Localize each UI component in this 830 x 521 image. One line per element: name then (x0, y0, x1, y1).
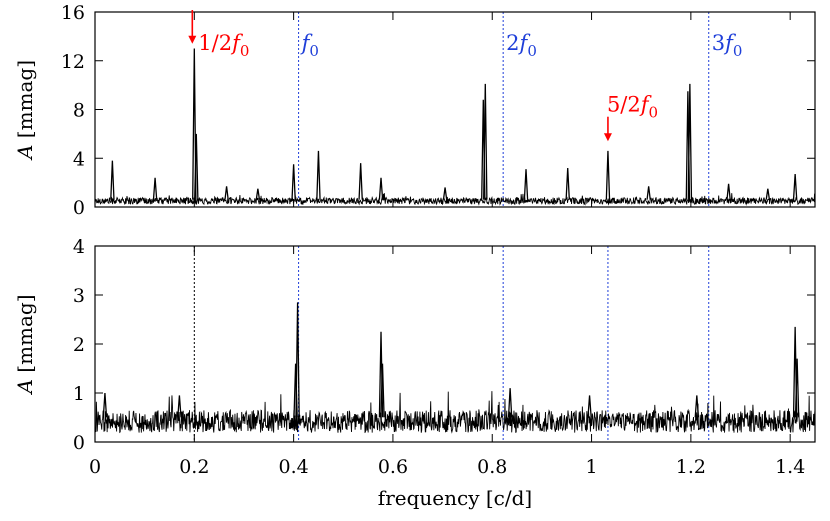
x-tick-label: 0.8 (477, 456, 507, 478)
annotation-arrow-head (188, 35, 197, 44)
harmonic-annotation-2: 2f0 (506, 31, 537, 60)
spectrum-noise (94, 391, 816, 434)
y-tick-label: 8 (73, 100, 85, 122)
spectrum-peak-3 (380, 363, 385, 418)
harmonic-annotation-4: 5/2f0 (607, 93, 658, 122)
spectrum-peak-4 (507, 388, 513, 418)
harmonic-annotation-3: 3f0 (712, 31, 743, 60)
annotation-arrow-head (603, 133, 612, 142)
y-tick-label: 0 (73, 197, 85, 219)
spectrum-peak-6 (291, 164, 296, 200)
x-tick-label: 1.2 (676, 456, 706, 478)
x-tick-label: 0.4 (279, 456, 309, 478)
y-tick-label: 4 (73, 236, 85, 258)
y-tick-label: 2 (73, 334, 85, 356)
top-panel: 0 4 8 12 16 A [mmag] 1/2f0 f0 2f0 3f0 5/2f0 (13, 2, 816, 219)
spectrum-peak-10 (177, 395, 182, 418)
spectrum-peak-9 (102, 392, 108, 418)
spectrum-peak-5 (587, 395, 592, 418)
spectrum-peak-16 (646, 186, 651, 200)
spectrum-peak-14 (565, 167, 570, 200)
spectrum-peak-4 (224, 186, 229, 200)
spectrum-peak-1 (152, 177, 158, 200)
y-tick-label: 1 (73, 383, 85, 405)
y-tick-label: 16 (61, 2, 85, 24)
plot-frame (94, 245, 816, 443)
spectrum-peak-15 (605, 150, 611, 200)
spectrum-peak-6 (694, 395, 700, 418)
harmonic-annotation-0: 1/2f0 (198, 31, 249, 60)
spectrum-noise (94, 193, 816, 206)
x-tick-label: 0.2 (179, 456, 209, 478)
x-tick-label: 0.6 (378, 456, 408, 478)
spectrum-peak-5 (255, 188, 261, 200)
spectrum-peak-7 (316, 150, 321, 200)
spectrum-peak-20 (765, 188, 771, 200)
spectrum-peak-8 (794, 358, 800, 418)
spectrum-peak-3 (194, 133, 199, 200)
spectrum-peak-8 (358, 163, 363, 200)
spectrum-peak-19 (726, 183, 731, 200)
y-tick-label: 12 (61, 51, 85, 73)
x-tick-label: 0 (89, 456, 101, 478)
bottom-panel: 0 1 2 3 4 0 0.2 0.4 0.6 0.8 1 1.2 1.4 frequency [c/d]… (13, 236, 816, 510)
spectrum-peak-10 (442, 187, 448, 200)
spectrum-peak-21 (792, 174, 798, 200)
spectrum-peak-13 (523, 169, 529, 200)
harmonic-annotation-1: f0 (300, 31, 319, 60)
x-tick-label: 1.4 (775, 456, 805, 478)
spectrum-peak-0 (110, 160, 115, 200)
spectrum-peak-18 (687, 83, 693, 200)
spectrum-peak-9 (378, 177, 384, 200)
y-tick-label: 0 (73, 432, 85, 454)
y-tick-label: 4 (73, 148, 85, 170)
spectrum-peak-12 (483, 83, 488, 200)
spectrum-peak-1 (293, 363, 298, 418)
y-axis-label: A [mmag] (13, 60, 37, 161)
x-axis-label: frequency [c/d] (378, 486, 532, 510)
y-tick-label: 3 (73, 285, 85, 307)
y-axis-label: A [mmag] (13, 294, 37, 395)
x-tick-label: 1 (586, 456, 598, 478)
